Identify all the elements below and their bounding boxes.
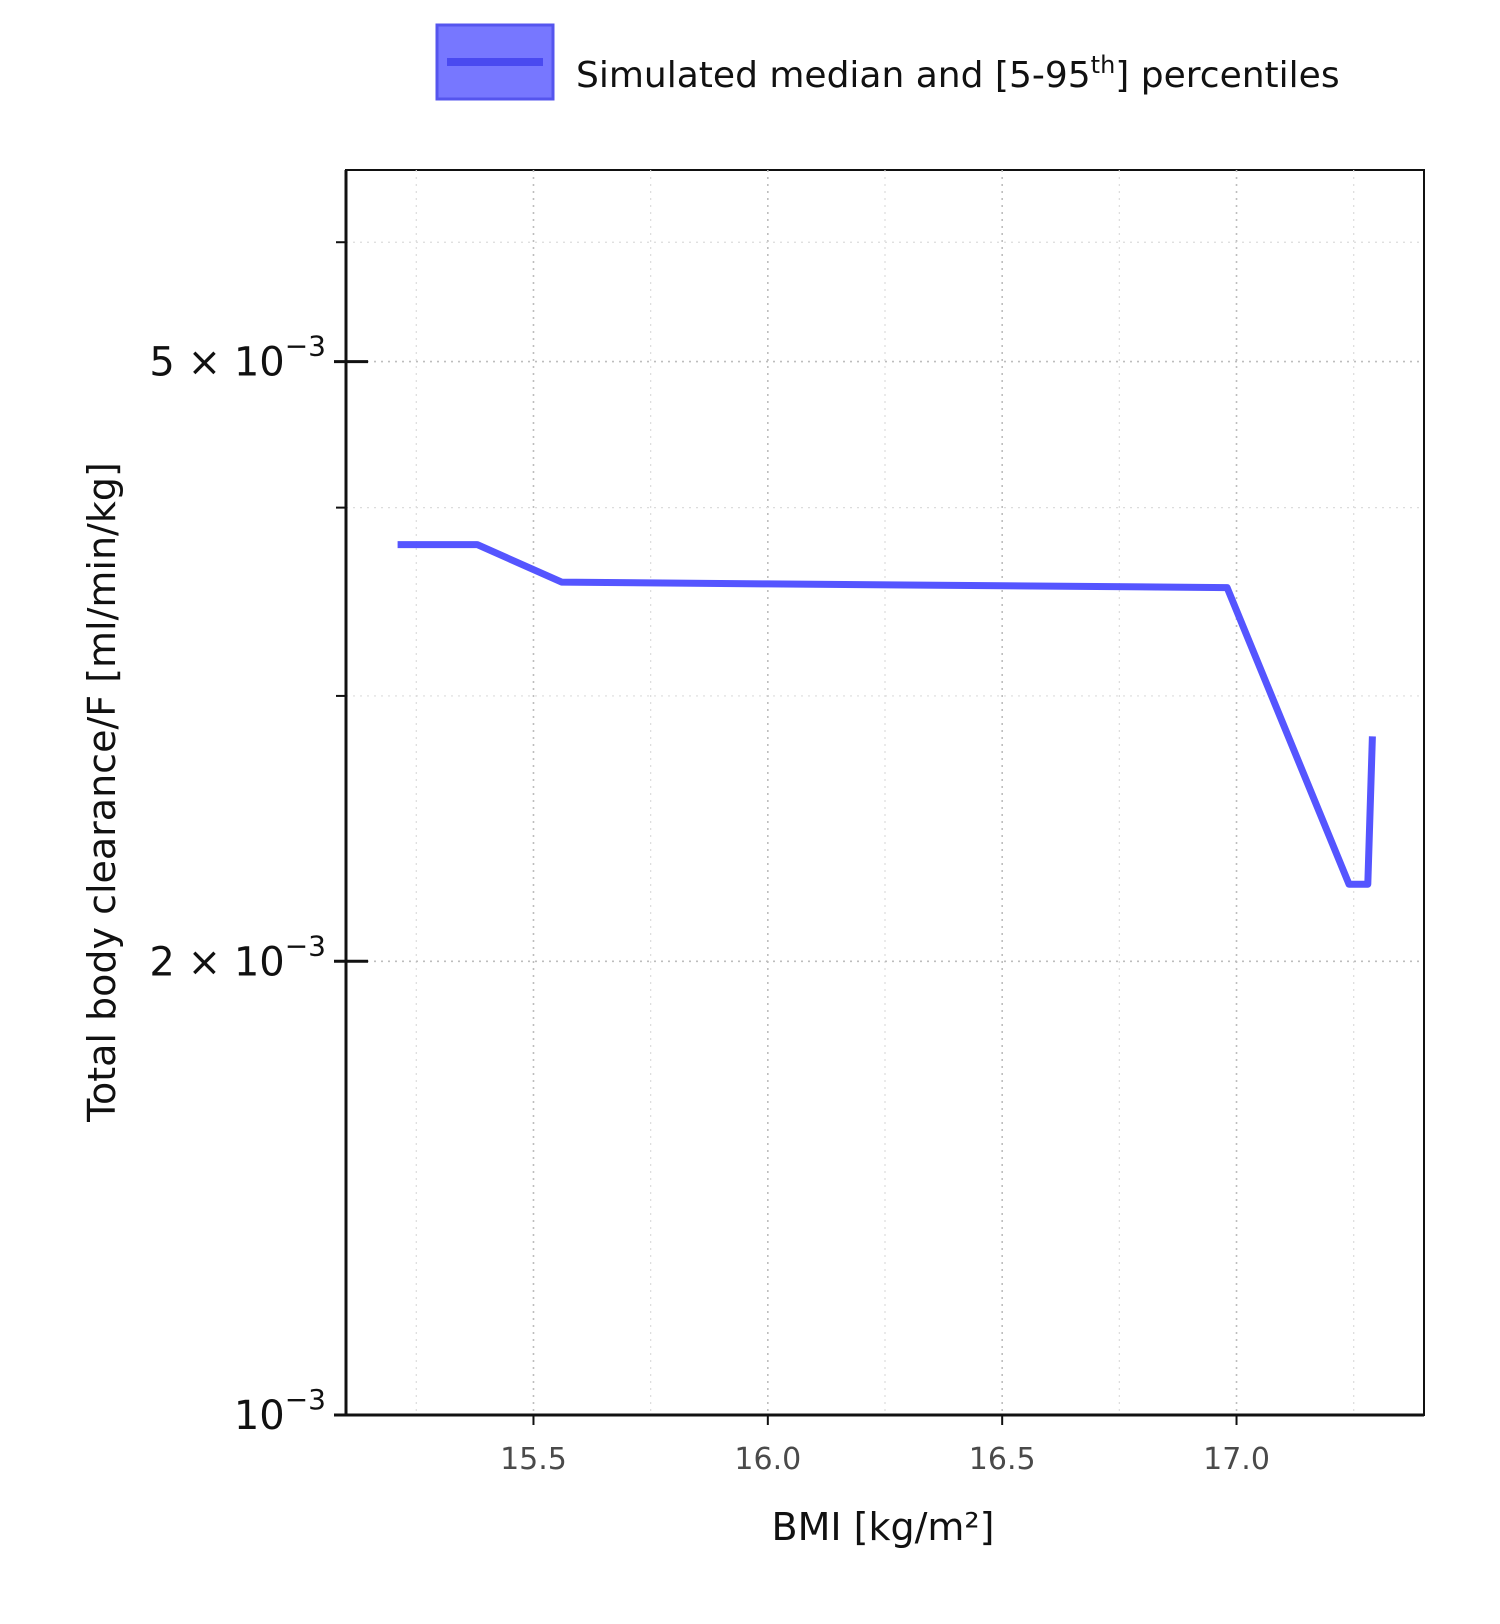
x-tick-label: 16.5 (969, 1442, 1036, 1477)
y-ticks: 5 × 10−3 2 × 10−3 10−3 (149, 241, 368, 1439)
legend-label: Simulated median and [5-95th] percentile… (576, 51, 1340, 96)
grid (346, 170, 1424, 1416)
y-tick-label: 10−3 (234, 1383, 326, 1439)
y-tick-label: 5 × 10−3 (149, 330, 326, 386)
series-layer (397, 541, 1376, 888)
y-tick-label: 2 × 10−3 (149, 929, 326, 985)
legend: Simulated median and [5-95th] percentile… (435, 23, 1340, 101)
x-axis-title: BMI [kg/m²] (772, 1505, 995, 1549)
series-line (397, 541, 1376, 888)
y-axis-title: Total body clearance/F [ml/min/kg] (80, 462, 124, 1123)
x-tick-label: 16.0 (734, 1442, 801, 1477)
x-ticks: 15.5 16.0 16.5 17.0 (500, 1415, 1270, 1477)
x-tick-label: 17.0 (1203, 1442, 1270, 1477)
x-tick-label: 15.5 (500, 1442, 567, 1477)
